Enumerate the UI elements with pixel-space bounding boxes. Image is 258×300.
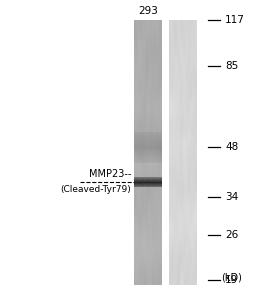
Text: 26: 26 — [225, 230, 238, 240]
Text: 117: 117 — [225, 15, 245, 25]
Text: (kD): (kD) — [222, 273, 243, 283]
Text: 34: 34 — [225, 192, 238, 202]
Text: 48: 48 — [225, 142, 238, 152]
Text: (Cleaved-Tyr79): (Cleaved-Tyr79) — [60, 185, 131, 194]
Text: 85: 85 — [225, 61, 238, 71]
Text: MMP23--: MMP23-- — [89, 169, 131, 179]
Text: 293: 293 — [138, 6, 158, 16]
Text: 19: 19 — [225, 275, 238, 285]
